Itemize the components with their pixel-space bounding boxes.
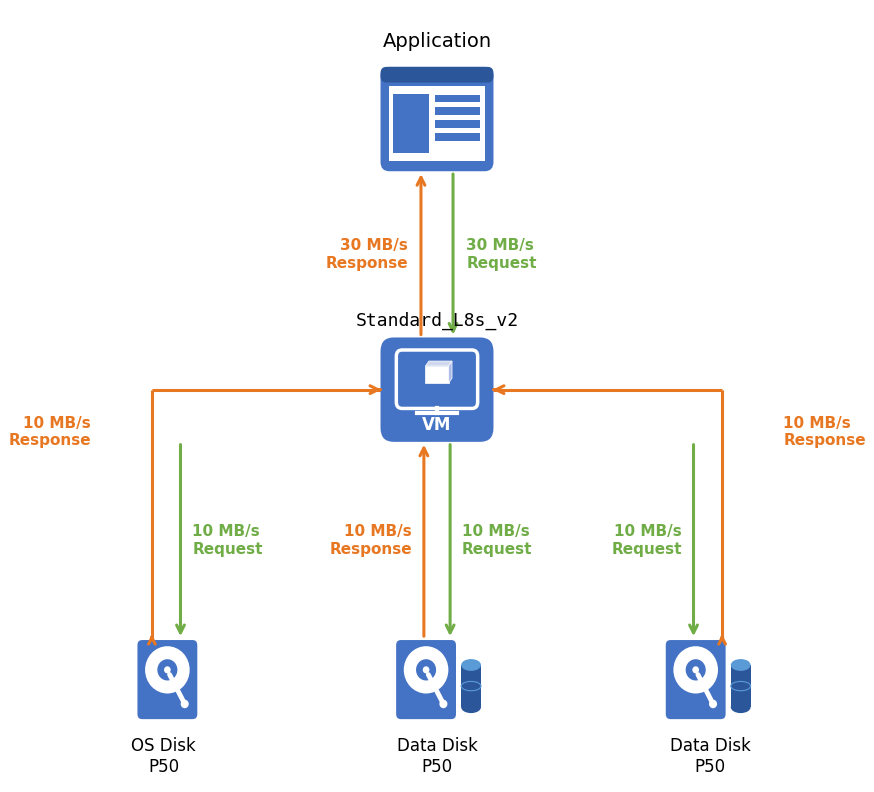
FancyBboxPatch shape — [665, 639, 726, 720]
Text: 10 MB/s
Response: 10 MB/s Response — [783, 416, 866, 448]
Text: 30 MB/s
Request: 30 MB/s Request — [466, 238, 537, 271]
Polygon shape — [426, 361, 452, 366]
Text: Data Disk
P50: Data Disk P50 — [669, 737, 751, 776]
FancyBboxPatch shape — [435, 108, 480, 115]
FancyBboxPatch shape — [435, 95, 480, 102]
Text: Data Disk
P50: Data Disk P50 — [397, 737, 477, 776]
Circle shape — [164, 666, 170, 673]
Circle shape — [440, 699, 447, 708]
FancyBboxPatch shape — [136, 639, 198, 720]
Text: 10 MB/s
Response: 10 MB/s Response — [329, 524, 413, 557]
Text: OS Disk
P50: OS Disk P50 — [131, 737, 196, 776]
Text: 10 MB/s
Request: 10 MB/s Request — [611, 524, 682, 557]
Ellipse shape — [461, 659, 481, 671]
Circle shape — [404, 646, 448, 694]
Ellipse shape — [731, 701, 751, 713]
Polygon shape — [426, 366, 448, 383]
FancyBboxPatch shape — [396, 350, 478, 409]
Circle shape — [709, 699, 717, 708]
Ellipse shape — [731, 659, 751, 671]
FancyBboxPatch shape — [380, 67, 494, 171]
FancyBboxPatch shape — [380, 67, 494, 82]
Ellipse shape — [461, 701, 481, 713]
FancyBboxPatch shape — [393, 94, 429, 153]
FancyBboxPatch shape — [389, 86, 485, 161]
Circle shape — [423, 666, 429, 673]
Circle shape — [686, 659, 705, 680]
FancyBboxPatch shape — [461, 665, 481, 707]
Text: 10 MB/s
Request: 10 MB/s Request — [192, 524, 263, 557]
Circle shape — [692, 666, 699, 673]
FancyBboxPatch shape — [380, 337, 494, 442]
Polygon shape — [448, 361, 452, 383]
Circle shape — [157, 659, 177, 680]
Circle shape — [145, 646, 190, 694]
FancyBboxPatch shape — [731, 665, 751, 707]
Circle shape — [673, 646, 718, 694]
Text: 30 MB/s
Response: 30 MB/s Response — [325, 238, 408, 271]
Text: 10 MB/s
Request: 10 MB/s Request — [461, 524, 532, 557]
Circle shape — [416, 659, 436, 680]
FancyBboxPatch shape — [395, 639, 457, 720]
Text: Application: Application — [383, 32, 491, 51]
FancyBboxPatch shape — [435, 120, 480, 128]
Text: Standard_L8s_v2: Standard_L8s_v2 — [356, 311, 518, 329]
Text: 10 MB/s
Response: 10 MB/s Response — [8, 416, 91, 448]
Text: VM: VM — [422, 416, 452, 434]
FancyBboxPatch shape — [435, 133, 480, 140]
Circle shape — [181, 699, 189, 708]
